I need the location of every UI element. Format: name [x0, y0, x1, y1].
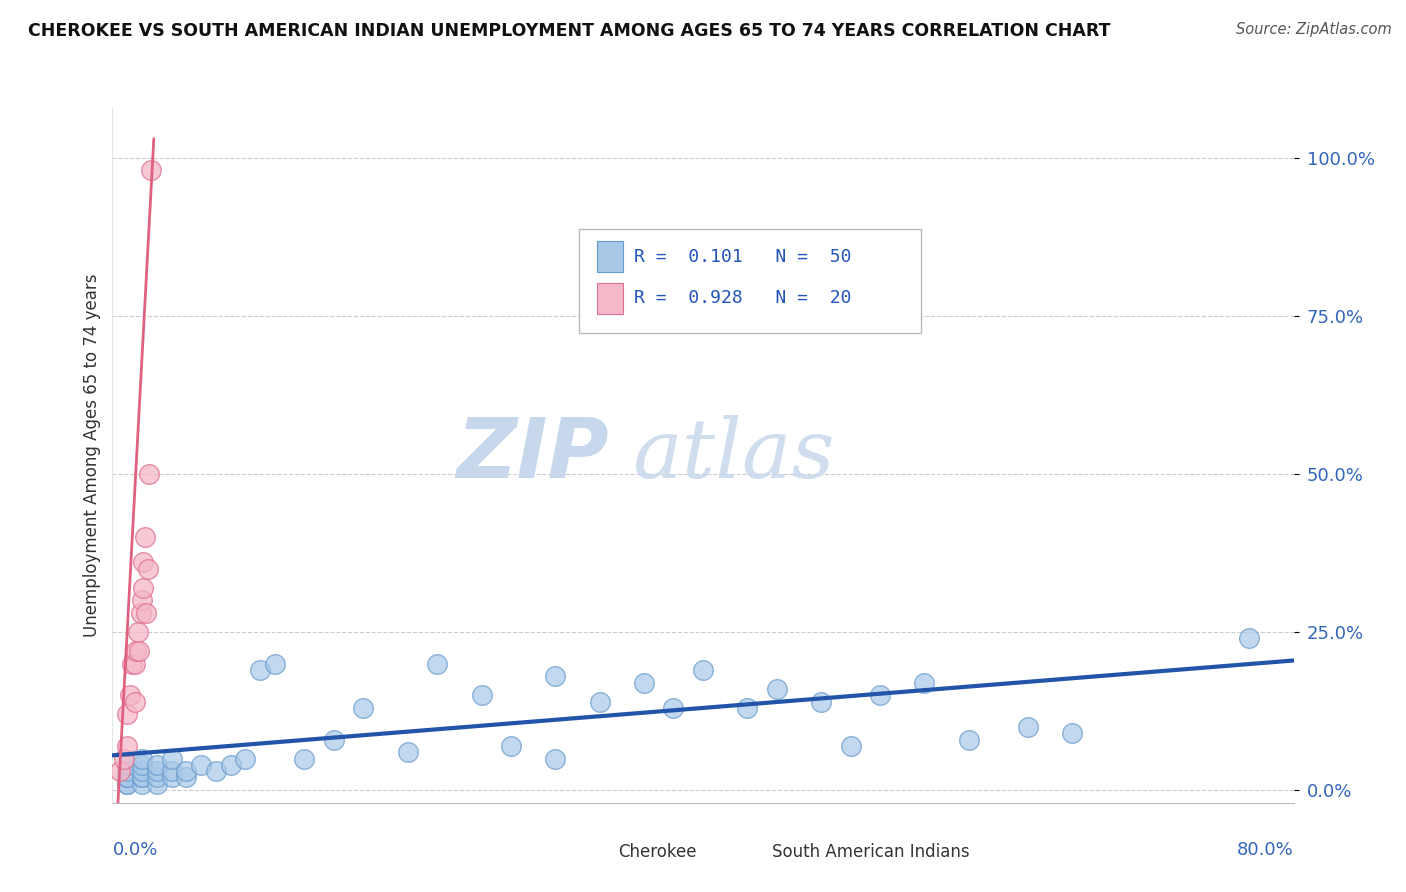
Point [131, 771, 153, 785]
Point [501, 739, 523, 753]
Point [470, 688, 494, 702]
Bar [596, 283, 623, 314]
Text: atlas: atlas [633, 415, 835, 495]
Point [108, 764, 131, 779]
Point [131, 764, 153, 779]
Point [249, 663, 271, 677]
Point [1062, 726, 1084, 740]
Point [117, 707, 138, 722]
Point [396, 745, 419, 759]
Text: Cherokee: Cherokee [619, 843, 696, 861]
Point [692, 663, 714, 677]
FancyBboxPatch shape [579, 229, 921, 334]
Point [138, 467, 160, 481]
Point [131, 593, 153, 607]
Point [128, 644, 150, 658]
Point [117, 777, 138, 791]
Point [125, 644, 148, 658]
Point [117, 771, 138, 785]
Point [914, 675, 936, 690]
Point [117, 739, 138, 753]
Point [160, 764, 183, 779]
Point [132, 556, 155, 570]
Point [124, 695, 146, 709]
Point [588, 695, 610, 709]
Text: R =  0.928   N =  20: R = 0.928 N = 20 [634, 289, 852, 308]
Point [233, 751, 256, 765]
Point [117, 771, 138, 785]
Point [117, 764, 138, 779]
Text: 80.0%: 80.0% [1237, 841, 1294, 859]
Point [120, 688, 142, 702]
Point [112, 751, 135, 765]
Point [205, 764, 228, 779]
Point [136, 562, 159, 576]
Point [957, 732, 980, 747]
Point [662, 701, 685, 715]
Point [131, 751, 153, 765]
Point [219, 757, 242, 772]
Point [134, 530, 156, 544]
Text: R =  0.101   N =  50: R = 0.101 N = 50 [634, 248, 852, 266]
Point [127, 625, 149, 640]
Point [160, 771, 183, 785]
Point [121, 657, 143, 671]
Point [139, 163, 162, 178]
Point [146, 757, 169, 772]
Point [146, 777, 169, 791]
Point [146, 764, 169, 779]
Point [129, 606, 152, 620]
Point [160, 751, 183, 765]
Point [132, 581, 155, 595]
Point [124, 657, 146, 671]
Bar [738, 842, 762, 868]
Point [869, 688, 891, 702]
Point [766, 681, 789, 696]
Point [839, 739, 862, 753]
Point [1017, 720, 1039, 734]
Point [352, 701, 374, 715]
Text: 0.0%: 0.0% [112, 841, 157, 859]
Point [146, 771, 169, 785]
Text: ZIP: ZIP [456, 415, 609, 495]
Point [117, 777, 138, 791]
Point [131, 777, 153, 791]
Point [633, 675, 655, 690]
Bar [596, 241, 623, 272]
Point [135, 606, 157, 620]
Point [190, 757, 212, 772]
Point [117, 757, 138, 772]
Point [810, 695, 832, 709]
Point [1239, 632, 1261, 646]
Point [544, 669, 567, 683]
Point [426, 657, 449, 671]
Point [264, 657, 287, 671]
Point [737, 701, 759, 715]
Y-axis label: Unemployment Among Ages 65 to 74 years: Unemployment Among Ages 65 to 74 years [83, 273, 101, 637]
Point [174, 764, 197, 779]
Text: CHEROKEE VS SOUTH AMERICAN INDIAN UNEMPLOYMENT AMONG AGES 65 TO 74 YEARS CORRELA: CHEROKEE VS SOUTH AMERICAN INDIAN UNEMPL… [28, 22, 1111, 40]
Point [131, 771, 153, 785]
Point [131, 757, 153, 772]
Point [544, 751, 567, 765]
Point [323, 732, 346, 747]
Text: South American Indians: South American Indians [772, 843, 969, 861]
Bar [585, 842, 609, 868]
Point [292, 751, 315, 765]
Text: Source: ZipAtlas.com: Source: ZipAtlas.com [1236, 22, 1392, 37]
Point [174, 771, 197, 785]
